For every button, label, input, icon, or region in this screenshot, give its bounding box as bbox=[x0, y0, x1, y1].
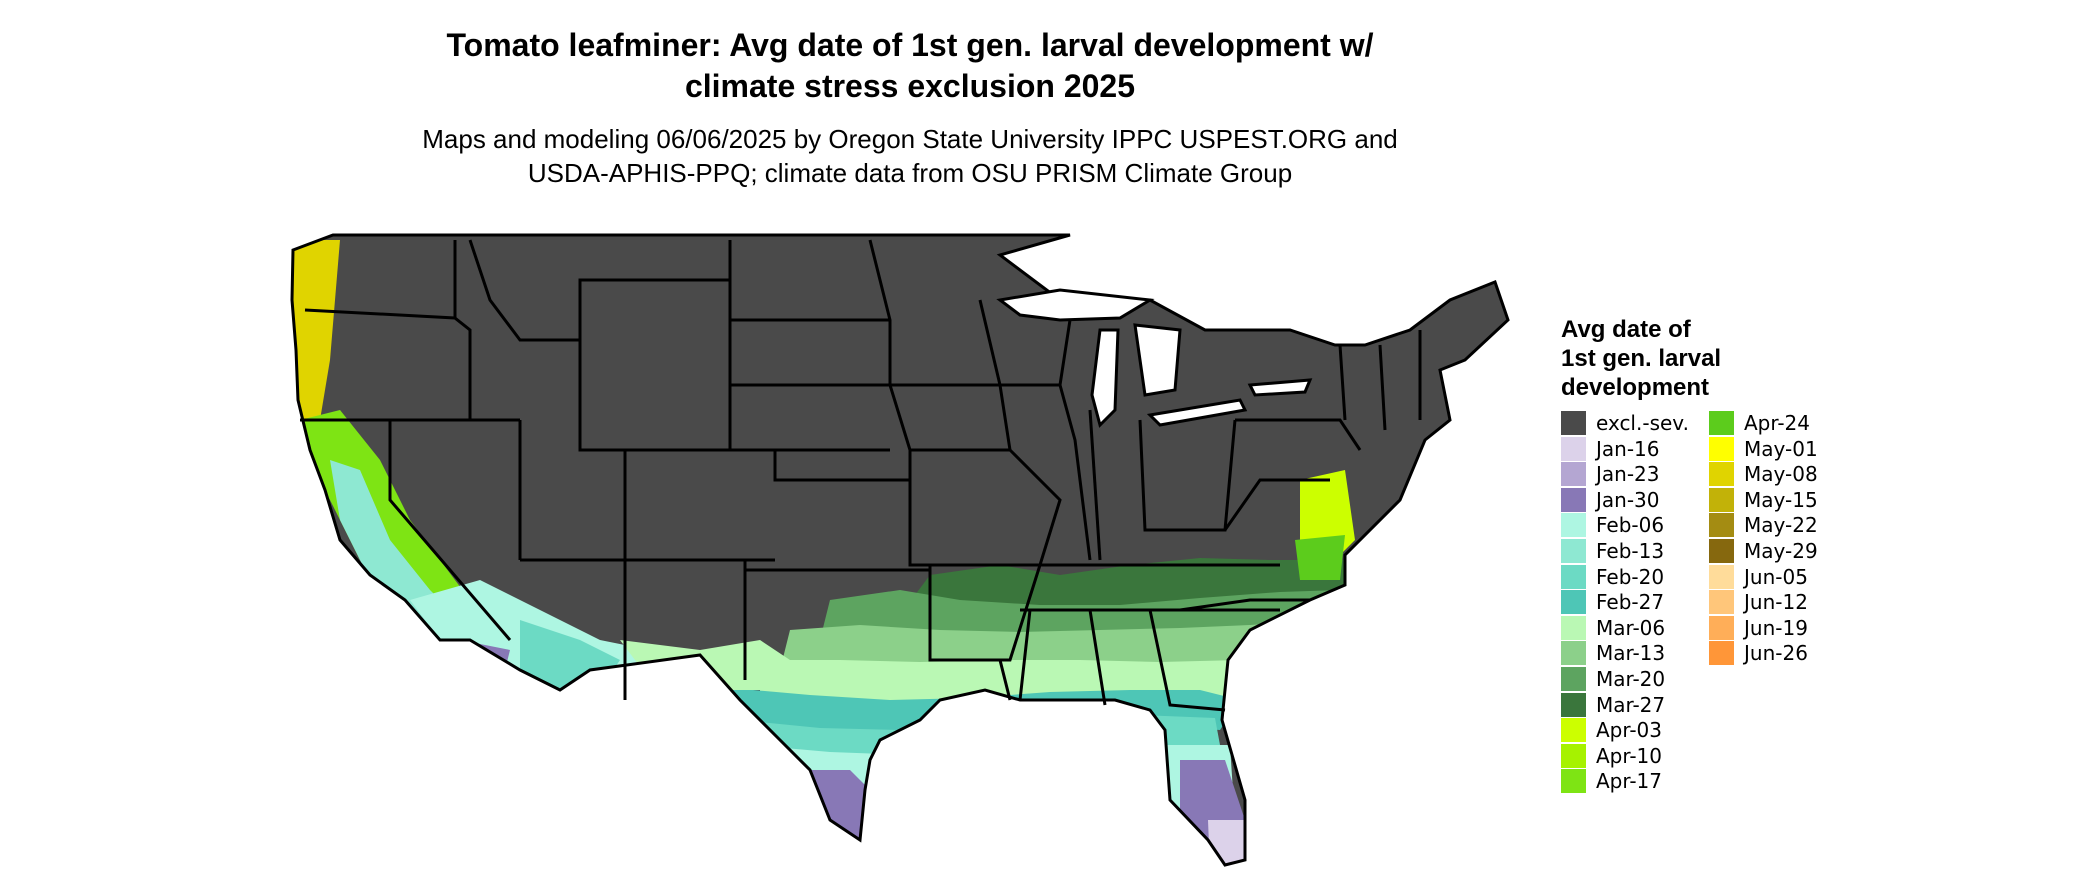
legend-swatch bbox=[1709, 565, 1734, 589]
border-wi-mi bbox=[978, 299, 1072, 387]
border-il bbox=[1058, 384, 1092, 561]
legend-label: Jan-16 bbox=[1596, 437, 1660, 461]
legend-swatch bbox=[1709, 513, 1734, 537]
legend-swatch bbox=[1561, 462, 1586, 486]
legend-swatch bbox=[1561, 539, 1586, 563]
state-borders bbox=[290, 233, 1510, 867]
legend-swatch bbox=[1561, 693, 1586, 717]
border-ms-al bbox=[1018, 609, 1107, 706]
legend-swatch bbox=[1561, 513, 1586, 537]
legend-label: Feb-20 bbox=[1596, 565, 1665, 589]
legend-label: Mar-27 bbox=[1596, 693, 1666, 717]
legend-swatch bbox=[1561, 590, 1586, 614]
legend-swatch bbox=[1709, 437, 1734, 461]
legend-swatch bbox=[1561, 641, 1586, 665]
legend-swatch bbox=[1709, 488, 1734, 512]
zone-jan-16-fl bbox=[1208, 820, 1248, 865]
map-subtitle-line-1: Maps and modeling 06/06/2025 by Oregon S… bbox=[422, 124, 1398, 154]
legend-label: Jan-30 bbox=[1596, 488, 1660, 512]
legend-label: May-01 bbox=[1744, 437, 1818, 461]
legend-label: Jun-19 bbox=[1744, 616, 1808, 640]
legend-label: Mar-06 bbox=[1596, 616, 1666, 640]
legend-label: Mar-13 bbox=[1596, 641, 1666, 665]
border-wa-or bbox=[304, 308, 456, 320]
border-in bbox=[1088, 409, 1102, 561]
legend-label: Apr-24 bbox=[1744, 411, 1810, 435]
legend-label: Mar-20 bbox=[1596, 667, 1666, 691]
legend-swatch bbox=[1561, 488, 1586, 512]
legend-label: Apr-10 bbox=[1596, 744, 1662, 768]
legend-swatch bbox=[1561, 744, 1586, 768]
lake-huron bbox=[1133, 323, 1182, 397]
legend-label: May-08 bbox=[1744, 462, 1818, 486]
border-sc-nc bbox=[1179, 598, 1310, 612]
border-va-wv bbox=[1223, 478, 1330, 531]
legend-swatch bbox=[1561, 667, 1586, 691]
zone-may-08-coast bbox=[292, 240, 340, 430]
legend-title-line-3: development bbox=[1561, 374, 1710, 401]
border-ga bbox=[1148, 609, 1226, 712]
border-id bbox=[453, 240, 520, 422]
legend-label: Jun-12 bbox=[1744, 590, 1808, 614]
us-outline bbox=[290, 233, 1510, 867]
lake-michigan bbox=[1090, 328, 1120, 428]
legend-swatch bbox=[1709, 616, 1734, 640]
legend-label: Apr-03 bbox=[1596, 718, 1662, 742]
legend-swatch bbox=[1709, 462, 1734, 486]
border-ca-nv bbox=[388, 420, 512, 641]
legend-swatch bbox=[1561, 411, 1586, 435]
border-nd-sd bbox=[728, 240, 890, 452]
legend-title-line-2: 1st gen. larval bbox=[1561, 345, 1722, 372]
legend-label: Apr-17 bbox=[1596, 769, 1662, 793]
zone-apr-24-nc bbox=[1295, 535, 1345, 580]
zone-feb-06-south bbox=[700, 745, 1240, 865]
border-la bbox=[930, 658, 1012, 701]
border-oh bbox=[1138, 419, 1237, 532]
legend-label: Jun-26 bbox=[1744, 641, 1808, 665]
legend-title-line-1: Avg date of bbox=[1561, 316, 1691, 343]
legend-label: Feb-13 bbox=[1596, 539, 1665, 563]
legend-swatch bbox=[1709, 411, 1734, 435]
legend-swatch bbox=[1709, 590, 1734, 614]
legend-label: Feb-27 bbox=[1596, 590, 1665, 614]
legend-label: May-15 bbox=[1744, 488, 1818, 512]
border-ks-ok bbox=[773, 450, 910, 482]
legend-swatch bbox=[1561, 437, 1586, 461]
legend-label: May-22 bbox=[1744, 513, 1818, 537]
lake-ontario bbox=[1247, 378, 1313, 397]
legend-swatch bbox=[1709, 641, 1734, 665]
lake-erie bbox=[1146, 398, 1248, 427]
border-ia bbox=[890, 383, 1012, 452]
legend-label: Jan-23 bbox=[1596, 462, 1660, 486]
legend-label: Feb-06 bbox=[1596, 513, 1665, 537]
map-title-line-2: climate stress exclusion 2025 bbox=[684, 68, 1136, 104]
legend-swatch bbox=[1561, 769, 1586, 793]
border-ny-ne bbox=[1338, 330, 1422, 431]
zone-apr-17-coast bbox=[300, 410, 470, 620]
border-mt bbox=[468, 239, 730, 342]
map-subtitle-line-2: USDA-APHIS-PPQ; climate data from OSU PR… bbox=[527, 158, 1293, 188]
zone-jan-30-tx bbox=[800, 770, 880, 860]
legend-swatch bbox=[1561, 718, 1586, 742]
legend-label: excl.-sev. bbox=[1596, 411, 1689, 435]
great-lakes bbox=[996, 288, 1313, 428]
lake-superior bbox=[996, 288, 1155, 322]
legend-swatch bbox=[1709, 539, 1734, 563]
map-title-line-1: Tomato leafminer: Avg date of 1st gen. l… bbox=[446, 27, 1374, 63]
legend-label: May-29 bbox=[1744, 539, 1818, 563]
legend-swatch bbox=[1561, 565, 1586, 589]
border-pa-ny bbox=[1235, 418, 1362, 451]
legend-swatch bbox=[1561, 616, 1586, 640]
zone-feb-13-ca bbox=[330, 460, 460, 630]
legend-label: Jun-05 bbox=[1744, 565, 1808, 589]
